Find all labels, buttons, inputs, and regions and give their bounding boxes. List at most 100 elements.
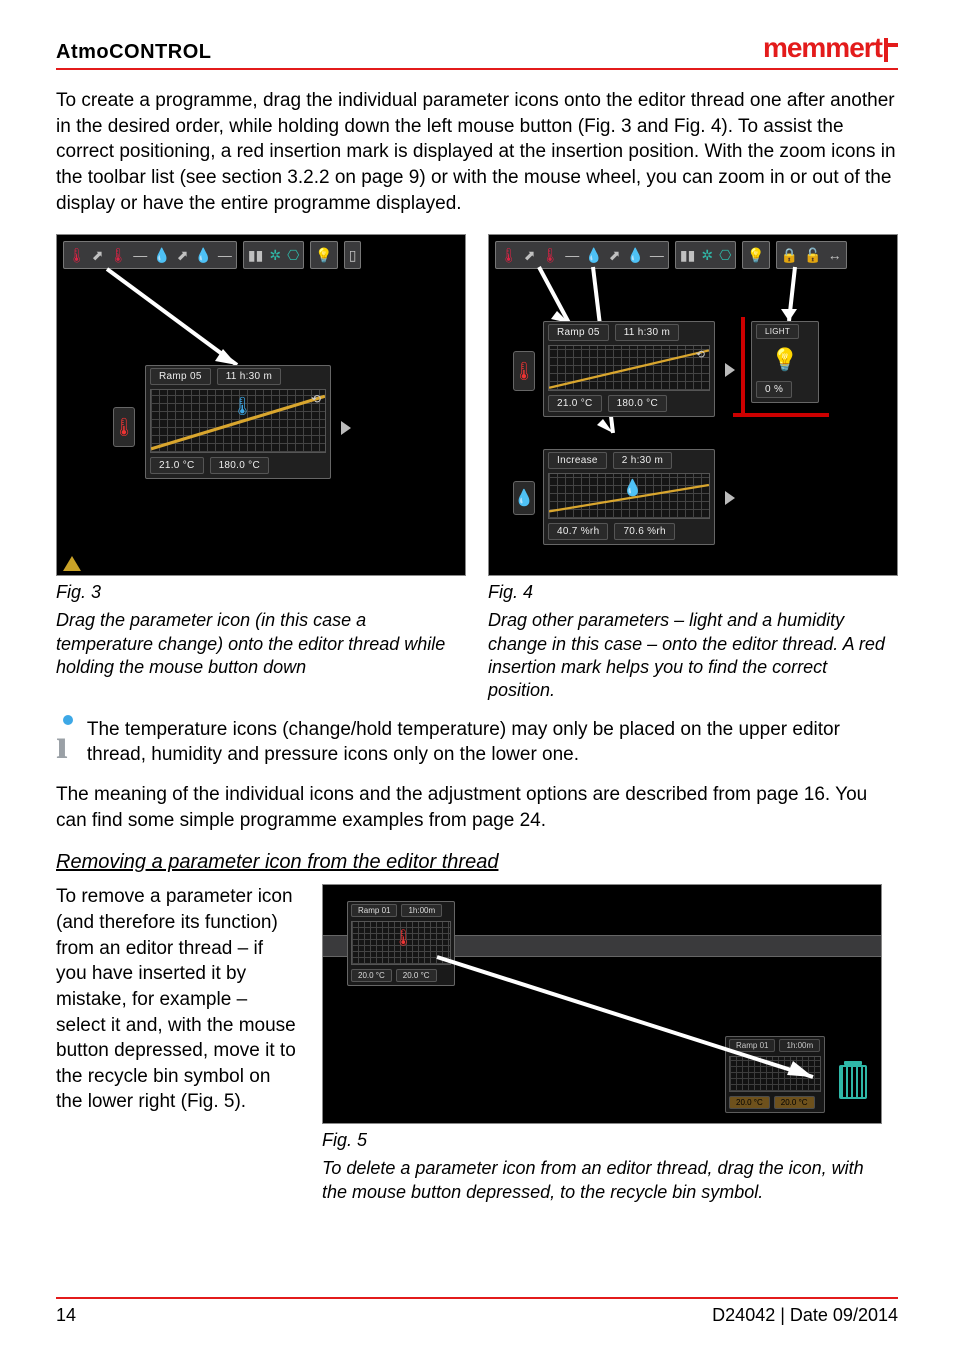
figure-3-label: Fig. 3 <box>56 582 466 603</box>
lock-icon: 🔒 <box>781 248 798 262</box>
drop-icon: 💧 <box>585 248 602 262</box>
intro-paragraph: To create a programme, drag the individu… <box>56 88 898 216</box>
tool-group-flap[interactable]: ▮▮ ✲ ⎔ <box>243 241 304 269</box>
editor-toolbar: 🌡 ⬈ 🌡 — 💧 ⬈ 💧 — ▮▮ ✲ ⎔ 💡 <box>63 241 459 269</box>
unlock-icon: 🔓 <box>804 248 821 262</box>
ramp-name-pill: Ramp 05 <box>150 368 211 385</box>
ramp-name-pill: Ramp 01 <box>729 1039 775 1052</box>
tool-group-temp[interactable]: 🌡 ⬈ 🌡 — 💧 ⬈ 💧 — <box>63 241 237 269</box>
hum-start-pill: 40.7 %rh <box>548 523 608 540</box>
drop-icon: 💧 <box>626 248 643 262</box>
fan-icon: ✲ <box>701 248 713 262</box>
thermometer-badge-icon[interactable]: 🌡 <box>513 351 535 391</box>
temp-start-pill: 20.0 °C <box>729 1096 770 1109</box>
figure-4-screenshot: 🌡 ⬈ 🌡 — 💧 ⬈ 💧 — ▮▮ ✲ ⎔ 💡 <box>488 234 898 576</box>
figure-3-caption: Drag the parameter icon (in this case a … <box>56 609 466 679</box>
temp-end-pill: 20.0 °C <box>396 969 437 982</box>
light-label-pill: LIGHT <box>756 324 799 339</box>
doc-section-title: AtmoCONTROL <box>56 41 211 64</box>
thermometer-badge-icon[interactable]: 🌡 <box>113 407 135 447</box>
loop-icon: ⟲ <box>696 348 705 361</box>
hum-name-pill: Increase <box>548 452 607 469</box>
more-icon: ▯ <box>349 248 357 262</box>
drop-icon: 💧 <box>153 248 170 262</box>
bulb-icon: 💡 <box>315 248 332 262</box>
ramp-grid: 🌡 ⟲ <box>150 389 326 453</box>
duration-pill: 11 h:30 m <box>217 368 281 385</box>
ramp-icon: ⬈ <box>92 248 104 262</box>
duration-pill: 11 h:30 m <box>615 324 679 341</box>
hum-duration-pill: 2 h:30 m <box>613 452 672 469</box>
hold-icon: — <box>133 248 147 262</box>
brand-logo: memmert <box>763 32 898 64</box>
ramp-name-pill: Ramp 01 <box>351 904 397 917</box>
ramp-grid: ⟲ <box>548 345 710 391</box>
temp-start-pill: 21.0 °C <box>548 395 602 412</box>
tool-group-temp[interactable]: 🌡 ⬈ 🌡 — 💧 ⬈ 💧 — <box>495 241 669 269</box>
temp-end-pill: 180.0 °C <box>608 395 667 412</box>
ramp-grid <box>729 1056 821 1092</box>
warning-icon <box>63 556 81 571</box>
figure-5-caption: To delete a parameter icon from an edito… <box>322 1157 882 1204</box>
hold-icon: — <box>565 248 579 262</box>
tool-group-light[interactable]: 💡 <box>742 241 769 269</box>
fan-icon: ✲ <box>269 248 281 262</box>
thermometer-icon: 🌡 <box>110 248 128 262</box>
ramp-icon: ⬈ <box>524 248 536 262</box>
temp-end-pill: 20.0 °C <box>774 1096 815 1109</box>
pressure-icon: ⎔ <box>287 248 299 262</box>
tool-group-light[interactable]: 💡 <box>310 241 337 269</box>
humidity-ramp-block[interactable]: Increase 2 h:30 m 💧 40.7 %rh 70.6 %rh <box>543 449 715 545</box>
info-icon: ı <box>56 717 73 758</box>
light-block[interactable]: LIGHT 💡 0 % <box>751 321 819 403</box>
thermometer-icon: 🌡 <box>500 248 518 262</box>
thermometer-marker-icon: 🌡 <box>231 396 254 417</box>
temperature-ramp-block-ghost: Ramp 01 1h:00m 20.0 °C 20.0 °C <box>725 1036 825 1113</box>
temp-end-pill: 180.0 °C <box>210 457 269 474</box>
play-icon[interactable] <box>725 491 735 505</box>
subsection-heading: Removing a parameter icon from the edito… <box>56 851 898 874</box>
ramp-grid: 💧 <box>548 473 710 519</box>
meaning-paragraph: The meaning of the individual icons and … <box>56 782 898 833</box>
duration-pill: 1h:00m <box>779 1039 820 1052</box>
hum-end-pill: 70.6 %rh <box>614 523 674 540</box>
temperature-ramp-block[interactable]: Ramp 01 1h:00m 🌡 20.0 °C 20.0 °C <box>347 901 455 986</box>
temp-start-pill: 21.0 °C <box>150 457 204 474</box>
duration-pill: 1h:00m <box>401 904 442 917</box>
temp-start-pill: 20.0 °C <box>351 969 392 982</box>
hold-icon: — <box>650 248 664 262</box>
play-icon[interactable] <box>725 363 735 377</box>
brand-text: memmert <box>763 32 882 64</box>
ramp-icon: ⬈ <box>177 248 189 262</box>
ramp-icon: ⬈ <box>609 248 621 262</box>
remove-paragraph: To remove a parameter icon (and therefor… <box>56 884 296 1115</box>
info-note-text: The temperature icons (change/hold tempe… <box>87 717 898 768</box>
temperature-ramp-block[interactable]: Ramp 05 11 h:30 m ⟲ 21.0 °C 180.0 °C <box>543 321 715 417</box>
tool-group-misc[interactable]: 🔒 🔓 ↔ <box>776 241 847 269</box>
figure-4-caption: Drag other parameters – light and a humi… <box>488 609 898 703</box>
pressure-icon: ⎔ <box>719 248 731 262</box>
tool-group-more[interactable]: ▯ <box>344 241 362 269</box>
figure-5-screenshot: Ramp 01 1h:00m 🌡 20.0 °C 20.0 °C Ramp 01… <box>322 884 882 1124</box>
ramp-name-pill: Ramp 05 <box>548 324 609 341</box>
editor-toolbar: 🌡 ⬈ 🌡 — 💧 ⬈ 💧 — ▮▮ ✲ ⎔ 💡 <box>495 241 891 269</box>
thermometer-icon: 🌡 <box>542 248 560 262</box>
sync-icon: ↔ <box>828 248 842 262</box>
insertion-mark <box>733 413 829 417</box>
humidity-badge-icon[interactable]: 💧 <box>513 481 535 515</box>
loop-icon: ⟲ <box>311 392 321 406</box>
thermometer-icon: 🌡 <box>68 248 86 262</box>
flap-icon: ▮▮ <box>680 248 695 262</box>
drop-marker-icon: 💧 <box>623 478 643 498</box>
play-icon[interactable] <box>341 421 351 435</box>
figure-3-screenshot: 🌡 ⬈ 🌡 — 💧 ⬈ 💧 — ▮▮ ✲ ⎔ 💡 <box>56 234 466 576</box>
drop-icon: 💧 <box>194 248 211 262</box>
insertion-mark <box>741 317 745 417</box>
hold-icon: — <box>218 248 232 262</box>
temperature-ramp-block[interactable]: Ramp 05 11 h:30 m 🌡 ⟲ 21.0 °C 180.0 °C <box>145 365 331 479</box>
tool-group-flap[interactable]: ▮▮ ✲ ⎔ <box>675 241 736 269</box>
bulb-icon: 💡 <box>752 341 818 379</box>
recycle-bin-icon[interactable] <box>839 1065 867 1099</box>
ramp-grid: 🌡 <box>351 921 451 965</box>
figure-4-label: Fig. 4 <box>488 582 898 603</box>
